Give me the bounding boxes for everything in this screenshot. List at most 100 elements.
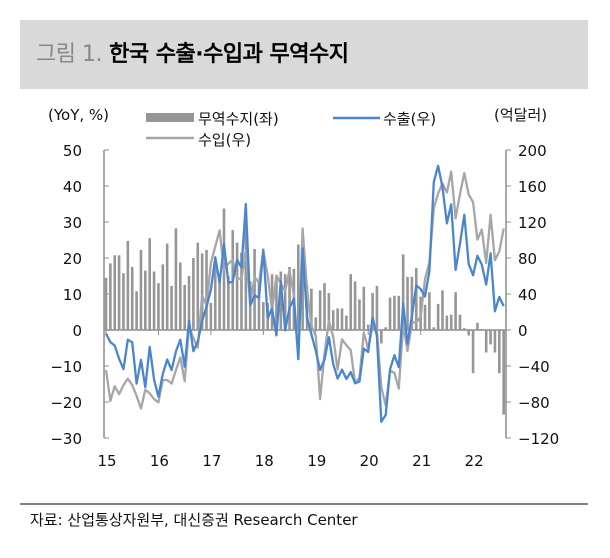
trade-balance-bar <box>314 317 318 330</box>
trade-balance-bar <box>279 271 283 330</box>
trade-balance-bar <box>393 295 396 330</box>
left-tick-label: 50 <box>63 142 82 160</box>
trade-balance-bar <box>235 242 239 330</box>
trade-balance-bar <box>170 285 173 330</box>
trade-balance-bar <box>476 322 479 330</box>
trade-balance-bar <box>489 330 492 345</box>
left-tick-label: 30 <box>63 214 82 232</box>
trade-balance-bar <box>449 314 453 330</box>
trade-balance-bar <box>340 308 344 330</box>
legend-label-trade-balance: 무역수지(좌) <box>198 110 279 128</box>
x-tick-label: 22 <box>465 452 484 470</box>
trade-balance-bar <box>362 286 366 330</box>
left-tick-label: 0 <box>72 322 82 340</box>
title-text: 한국 수출·수입과 무역수지 <box>109 42 349 67</box>
trade-balance-bar <box>423 304 427 330</box>
trade-balance-bar <box>244 214 248 330</box>
trade-balance-bar <box>130 267 134 330</box>
trade-balance-bar <box>493 330 497 353</box>
trade-balance-bar <box>135 291 138 330</box>
legend: 무역수지(좌) 수출(우) 수입(우) <box>146 110 436 149</box>
x-tick-label: 21 <box>412 452 431 470</box>
figure-number: 그림 1. <box>36 42 102 67</box>
trade-balance-bar <box>148 238 151 330</box>
trade-balance-bar <box>336 308 339 330</box>
trade-balance-bar <box>109 263 112 330</box>
left-tick-label: 20 <box>63 250 82 268</box>
trade-balance-bar <box>139 249 143 330</box>
left-axis-label: (YoY, %) <box>48 106 109 124</box>
trade-balance-bar <box>480 329 484 330</box>
right-tick-label: 120 <box>518 214 547 232</box>
trade-balance-bar <box>502 330 505 415</box>
source-note: 자료: 산업통상자원부, 대신증권 Research Center <box>30 511 358 529</box>
trade-balance-bar <box>253 249 256 330</box>
right-tick-label: 80 <box>518 250 537 268</box>
trade-balance-bar <box>318 290 322 330</box>
x-tick-label: 19 <box>307 452 326 470</box>
trade-balance-bar <box>283 274 287 330</box>
right-tick-label: 160 <box>518 178 547 196</box>
legend-swatch-trade-balance <box>146 113 194 122</box>
trade-balance-bar <box>331 310 335 330</box>
trade-balance-bar <box>240 252 243 330</box>
trade-balance-bar <box>388 297 392 330</box>
imports-line <box>104 170 505 410</box>
trade-balance-bar <box>104 277 108 330</box>
trade-balance-bar <box>157 283 160 330</box>
trade-balance-bar <box>262 302 265 330</box>
chart-title: 그림 1. 한국 수출·수입과 무역수지 <box>36 36 349 68</box>
trade-balance-bar <box>152 271 156 330</box>
trade-balance-bar <box>397 295 401 330</box>
trade-balance-bar <box>384 327 387 330</box>
trade-balance-bar <box>275 276 278 330</box>
x-tick-label: 16 <box>150 452 169 470</box>
trade-balance-bar <box>122 273 125 330</box>
trade-balance-bar <box>401 254 405 330</box>
trade-balance-bar <box>165 243 169 330</box>
right-tick-label: −120 <box>518 430 559 448</box>
trade-balance-bar <box>432 327 436 330</box>
x-tick-label: 20 <box>360 452 379 470</box>
left-tick-label: −20 <box>50 394 82 412</box>
left-tick-label: 10 <box>63 286 82 304</box>
trade-balance-bar <box>310 288 313 330</box>
exports-line <box>104 164 505 423</box>
source-divider <box>20 503 588 505</box>
right-tick-label: 40 <box>518 286 537 304</box>
right-tick-label: 0 <box>518 322 528 340</box>
trade-balance-bar <box>454 292 457 330</box>
trade-balance-bar <box>345 315 348 330</box>
trade-balance-bar <box>296 244 300 330</box>
trade-balance-bar <box>117 255 121 330</box>
trade-balance-bar <box>463 328 466 330</box>
legend-label-imports: 수입(우) <box>198 131 251 149</box>
trade-balance-bar <box>406 276 409 330</box>
left-tick-label: −30 <box>50 430 82 448</box>
trade-balance-bar <box>301 269 304 330</box>
trade-balance-bar <box>436 303 440 330</box>
trade-balance-bar <box>192 258 195 330</box>
trade-balance-bar <box>257 283 261 330</box>
left-tick-label: 40 <box>63 178 82 196</box>
trade-balance-bar <box>441 290 444 330</box>
trade-balance-bar <box>213 265 217 330</box>
right-axis-label: (억달러) <box>494 106 547 124</box>
trade-balance-bar <box>484 330 488 353</box>
trade-balance-bar <box>323 283 326 330</box>
trade-balance-bar <box>467 330 471 336</box>
legend-label-exports: 수출(우) <box>383 110 436 128</box>
trade-balance-bar <box>445 315 449 330</box>
right-tick-label: −80 <box>518 394 550 412</box>
trade-balance-bar <box>414 267 418 330</box>
trade-balance-bar <box>227 276 230 330</box>
x-tick-label: 15 <box>97 452 116 470</box>
trade-balance-bar <box>458 314 462 330</box>
trade-balance-bar <box>353 281 357 330</box>
trade-balance-bar <box>358 299 361 330</box>
title-bar <box>20 20 588 89</box>
trade-balance-bar <box>196 242 200 330</box>
trade-balance-bar <box>187 276 191 330</box>
x-tick-label: 18 <box>255 452 274 470</box>
